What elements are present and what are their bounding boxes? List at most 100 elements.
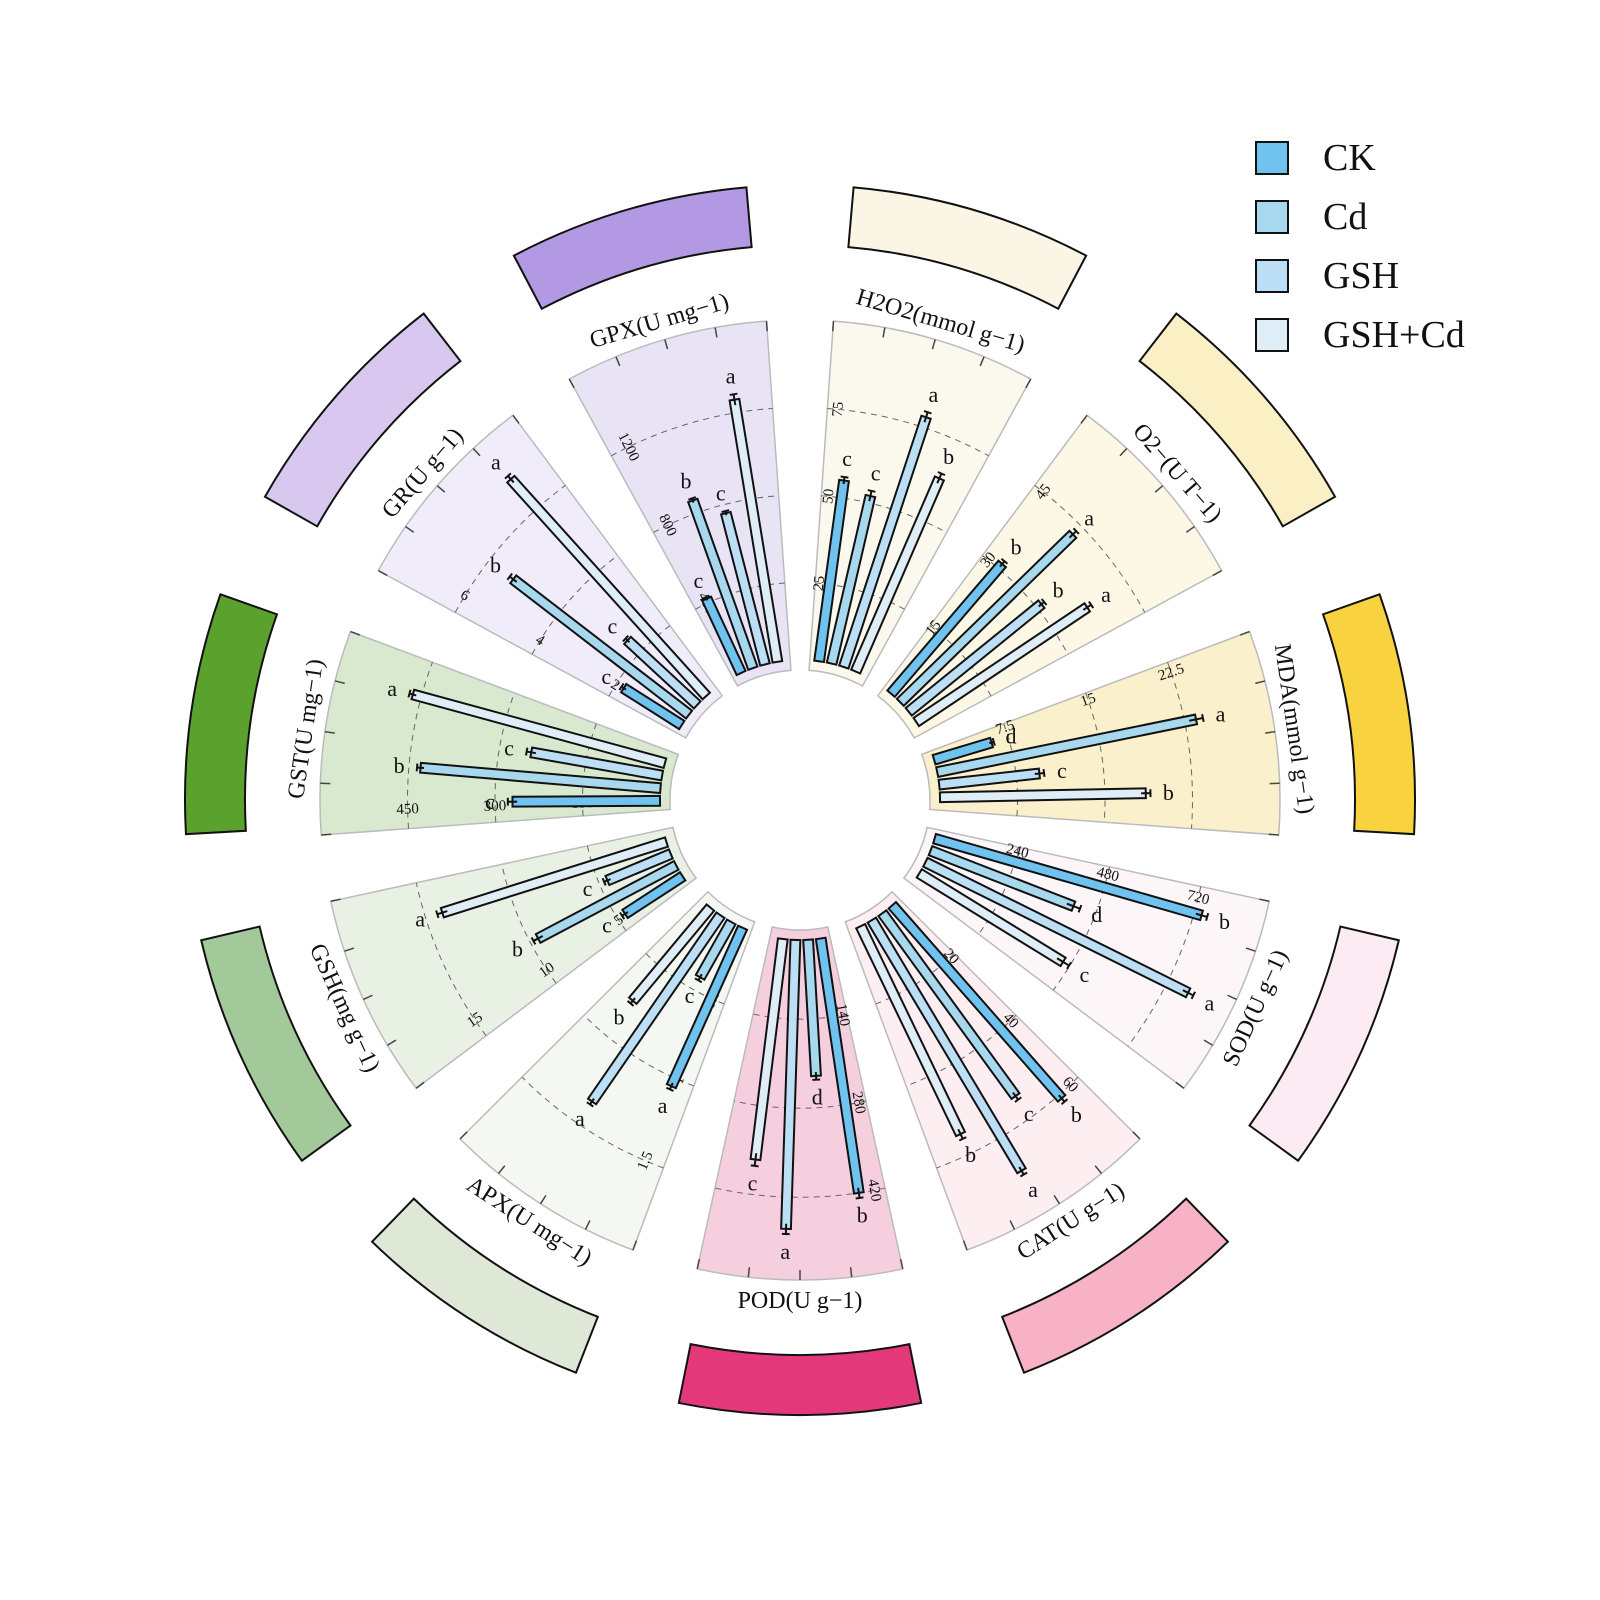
- label-band-h2o2: [847, 186, 1088, 311]
- gridline: [583, 1014, 695, 1087]
- tick-mark: [334, 680, 345, 685]
- significance-letter: a: [1101, 582, 1111, 607]
- gridline: [982, 555, 1069, 655]
- error-bar: [1038, 601, 1045, 608]
- tick-label: 1.5: [635, 1149, 657, 1172]
- bar-pod-gsh: [780, 938, 802, 1231]
- error-cap: [923, 410, 932, 415]
- legend-item-ck: CK: [1255, 128, 1465, 187]
- error-bar: [603, 878, 612, 883]
- error-cap: [1060, 1098, 1069, 1106]
- tick-mark: [330, 898, 341, 903]
- error-cap: [415, 763, 419, 772]
- bar-apx-cd: [694, 918, 737, 982]
- panel-bg-pod: [696, 926, 904, 1281]
- error-cap: [525, 747, 529, 756]
- gridline: [501, 864, 557, 984]
- error-cap: [1088, 600, 1095, 609]
- tick-mark: [1265, 730, 1276, 734]
- tick-mark: [849, 1267, 853, 1278]
- error-bar: [1058, 1094, 1066, 1103]
- significance-letter: c: [1024, 1101, 1034, 1126]
- tick-mark: [405, 525, 415, 533]
- error-cap: [958, 1136, 967, 1142]
- tick-label: 10: [536, 960, 557, 982]
- tick-mark: [1245, 947, 1256, 952]
- tick-mark: [632, 1240, 638, 1251]
- tick-mark: [714, 327, 718, 338]
- error-bar: [533, 935, 544, 942]
- legend-label-cd: Cd: [1323, 195, 1368, 238]
- significance-letter: c: [1057, 758, 1067, 783]
- significance-letter: c: [1079, 962, 1089, 987]
- tick-mark: [832, 321, 835, 332]
- error-bar: [416, 766, 425, 770]
- tick-mark: [1025, 378, 1032, 389]
- error-cap: [1201, 713, 1205, 723]
- significance-letter: b: [1163, 780, 1174, 805]
- error-cap: [1040, 598, 1048, 606]
- error-bar: [589, 1098, 595, 1105]
- significance-letter: a: [1084, 506, 1094, 531]
- error-bar: [868, 490, 873, 502]
- significance-letter: b: [681, 468, 692, 493]
- error-bar: [1018, 1166, 1025, 1176]
- significance-letter: b: [1011, 535, 1022, 560]
- tick-mark: [696, 1258, 701, 1270]
- bar-gsh-cd: [534, 859, 680, 945]
- bar-apx-ck: [665, 924, 749, 1090]
- tick-label: 450: [396, 801, 419, 818]
- tick-label: 720: [1185, 887, 1211, 908]
- bar-o2-gsh-cd: [912, 601, 1092, 728]
- tick-mark: [1203, 1039, 1213, 1046]
- error-cap: [867, 489, 876, 493]
- bar-sod-ck: [931, 832, 1205, 922]
- gridline: [929, 625, 992, 697]
- label-band-gpx: [512, 186, 753, 311]
- error-cap: [694, 977, 703, 984]
- error-bar: [526, 750, 537, 755]
- significance-letter: a: [928, 382, 938, 407]
- bar-cat-gsh: [866, 916, 1028, 1175]
- bar-gst-gsh-cd: [410, 688, 668, 770]
- tick-mark: [899, 1258, 904, 1270]
- label-band-sod: [1248, 925, 1401, 1163]
- tick-label: 280: [848, 1090, 868, 1115]
- error-cap: [1077, 904, 1083, 913]
- legend-swatch-gsh-cd: [1255, 317, 1289, 352]
- gridline: [821, 495, 947, 533]
- label-band-gsh: [200, 925, 352, 1163]
- error-cap: [1000, 557, 1009, 565]
- tick-mark: [436, 485, 446, 493]
- error-cap: [407, 689, 412, 698]
- gridline: [815, 582, 905, 610]
- tick-mark: [1255, 680, 1266, 685]
- tick-label: 7.5: [994, 717, 1017, 738]
- tick-mark: [615, 356, 621, 367]
- tick-mark: [377, 569, 388, 577]
- tick-mark: [321, 833, 332, 836]
- bar-gpx-ck: [700, 595, 747, 677]
- label-band-o2: [1138, 312, 1337, 528]
- tick-mark: [1094, 1165, 1103, 1174]
- bar-gsh-gsh-cd: [439, 836, 670, 919]
- error-cap: [665, 1086, 674, 1092]
- significance-letter: b: [490, 553, 501, 578]
- error-cap: [530, 937, 537, 945]
- significance-letter: d: [1006, 724, 1017, 749]
- significance-letter: c: [685, 983, 695, 1008]
- legend-swatch-gsh: [1255, 258, 1289, 293]
- legend-item-cd: Cd: [1255, 187, 1465, 246]
- tick-mark: [584, 1220, 591, 1230]
- error-bar: [857, 1187, 861, 1199]
- bar-h2o2-gsh: [837, 414, 933, 670]
- legend-item-gsh-cd: GSH+Cd: [1255, 305, 1465, 364]
- tick-mark: [664, 339, 669, 350]
- gridline: [1085, 692, 1106, 823]
- significance-letter: d: [1091, 902, 1102, 927]
- panel-title-pod: POD(U g−1): [738, 1288, 863, 1314]
- error-bar: [999, 560, 1006, 568]
